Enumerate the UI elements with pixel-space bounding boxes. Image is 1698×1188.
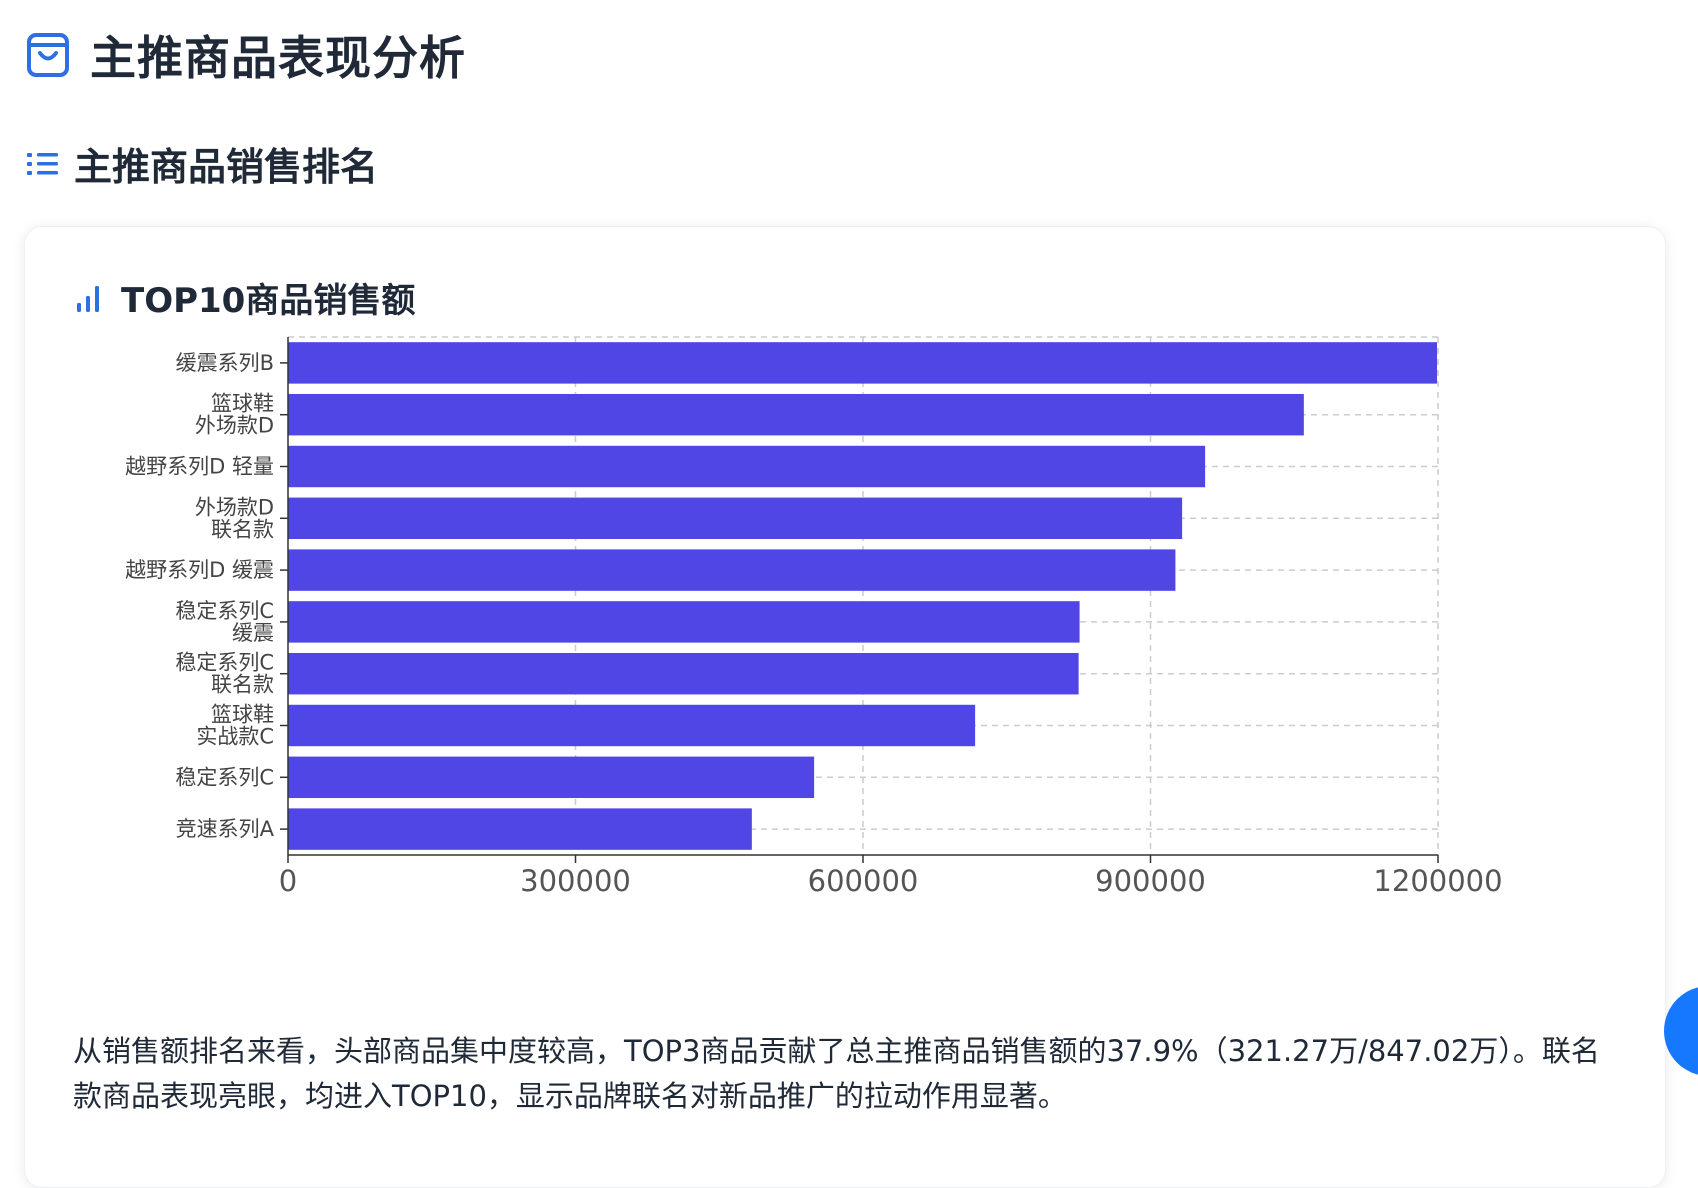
- page-title: 主推商品表现分析: [90, 31, 466, 85]
- y-tick-label: 稳定系列C 联名款: [175, 651, 274, 697]
- shopping-bag-icon: [27, 33, 69, 77]
- y-tick-label: 越野系列D 缓震: [125, 558, 274, 582]
- bar: [288, 549, 1176, 591]
- y-tick-label: 竞速系列A: [176, 817, 275, 841]
- x-tick-label: 600000: [808, 864, 919, 898]
- bar: [288, 497, 1183, 540]
- card-header: TOP10商品销售额: [75, 273, 415, 322]
- card-title: TOP10商品销售额: [121, 281, 416, 321]
- x-tick-label: 900000: [1095, 864, 1206, 898]
- bar: [288, 756, 815, 799]
- y-tick-label: 稳定系列C: [175, 765, 274, 789]
- bar: [288, 808, 752, 850]
- x-tick-label: 1200000: [1373, 864, 1502, 898]
- bar: [288, 704, 976, 747]
- y-tick-label: 缓震系列B: [176, 351, 274, 375]
- section-header: 主推商品销售排名: [26, 136, 378, 191]
- bar: [288, 601, 1080, 643]
- list-icon: [27, 152, 58, 175]
- y-tick-label: 外场款D 联名款: [195, 495, 274, 541]
- y-tick-label: 篮球鞋外场款D: [195, 392, 274, 438]
- x-tick-label: 0: [279, 864, 297, 898]
- y-tick-label: 篮球鞋实战款C: [196, 703, 274, 749]
- floating-action-button[interactable]: [1664, 986, 1698, 1076]
- bar: [288, 342, 1438, 384]
- bar: [288, 445, 1206, 488]
- bar: [288, 393, 1304, 436]
- bar: [288, 652, 1079, 695]
- y-tick-label: 稳定系列C 缓震: [175, 599, 274, 645]
- y-tick-label: 越野系列D 轻量: [125, 455, 274, 479]
- x-tick-label: 300000: [520, 864, 631, 898]
- chart-summary: 从销售额排名来看，头部商品集中度较高，TOP3商品贡献了总主推商品销售额的37.…: [73, 1034, 1600, 1113]
- chart-card: TOP10商品销售额 缓震系列B 篮球鞋外场款D 越野系列D 轻量外场款D 联名款越野…: [24, 226, 1666, 1188]
- bar-chart-icon: [77, 285, 99, 312]
- page-header: 主推商品表现分析: [26, 22, 466, 88]
- section-title: 主推商品销售排名: [74, 145, 379, 189]
